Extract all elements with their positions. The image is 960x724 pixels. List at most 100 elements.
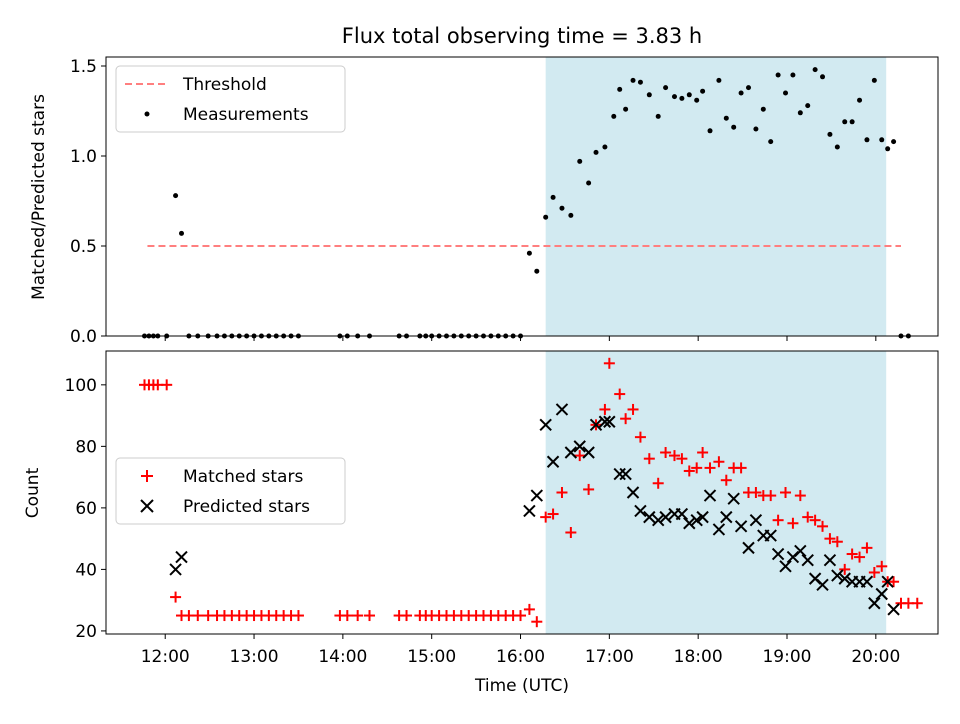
predicted-point <box>626 486 640 499</box>
matched-point <box>192 610 204 622</box>
measurement-point <box>173 193 179 199</box>
predicted-point <box>690 513 703 527</box>
measurement-point <box>790 72 796 78</box>
matched-point <box>556 487 568 498</box>
matched-point <box>697 447 709 459</box>
matched-point <box>547 508 559 520</box>
matched-point <box>846 548 858 560</box>
predicted-point <box>651 513 665 527</box>
predicted-point <box>764 529 777 542</box>
measurement-point <box>646 92 652 98</box>
measurement-point <box>534 268 540 274</box>
measurement-point <box>623 106 629 112</box>
matched-point <box>794 490 806 502</box>
matched-point <box>523 603 535 615</box>
predicted-point <box>564 446 578 459</box>
legend-predicted-swatch <box>140 499 154 513</box>
predicted-point <box>555 403 569 416</box>
bottom-panel: 20 40 60 80 100 12:00 13:00 14:00 15:00 16:00 17:… <box>23 350 939 696</box>
predicted-point <box>816 578 829 591</box>
predicted-point <box>720 510 733 524</box>
matched-point <box>170 591 182 603</box>
matched-point <box>634 431 646 443</box>
measurement-point <box>617 86 623 92</box>
top-y-tick-label: 1.5 <box>70 57 97 77</box>
bottom-y-tick-label: 80 <box>75 437 97 457</box>
top-y-axis-label: Matched/Predicted stars <box>29 94 49 300</box>
matched-point <box>401 610 413 622</box>
matched-point <box>515 610 527 622</box>
measurement-point <box>812 67 818 73</box>
matched-point <box>614 388 626 400</box>
predicted-point <box>771 547 785 561</box>
matched-point <box>531 616 543 628</box>
x-tick-label: 14:00 <box>318 647 367 667</box>
matched-point <box>817 520 829 532</box>
predicted-point <box>603 415 616 428</box>
predicted-point <box>530 489 544 502</box>
measurement-point <box>891 139 897 145</box>
legend-measurements-label: Measurements <box>183 105 309 125</box>
measurement-point <box>849 119 855 125</box>
x-tick-label: 13:00 <box>230 647 279 667</box>
predicted-point <box>539 418 552 432</box>
measurement-point <box>753 126 759 132</box>
predicted-point <box>727 492 740 505</box>
matched-point <box>691 462 703 474</box>
measurement-point <box>630 77 636 83</box>
bottom-y-tick-label: 100 <box>65 376 97 396</box>
measurement-point <box>543 214 549 220</box>
bottom-y-tick-label: 40 <box>75 560 97 580</box>
measurement-point <box>671 94 677 100</box>
predicted-point <box>831 569 844 582</box>
predicted-point <box>582 446 595 459</box>
measurement-point <box>716 77 722 83</box>
legend-measurements-swatch <box>144 111 150 117</box>
predicted-point <box>643 510 656 524</box>
matched-point <box>787 517 799 529</box>
measurement-point <box>805 103 811 109</box>
predicted-point <box>887 603 900 616</box>
predicted-point <box>675 507 689 521</box>
predicted-point <box>659 510 672 524</box>
bottom-y-axis-label: Count <box>23 467 43 518</box>
measurement-point <box>611 113 617 119</box>
predicted-point <box>742 541 755 555</box>
measurement-point <box>731 124 737 130</box>
matched-point <box>911 597 923 609</box>
predicted-point <box>683 517 696 530</box>
matched-point <box>802 511 814 523</box>
predicted-point <box>598 415 612 428</box>
matched-point <box>161 379 173 391</box>
matched-point <box>583 483 595 495</box>
measurement-point <box>559 205 565 211</box>
top-y-tick-label: 0.0 <box>70 327 97 347</box>
matched-point <box>683 465 695 477</box>
matched-point <box>565 526 577 538</box>
matched-point <box>603 357 615 369</box>
predicted-point <box>169 563 182 576</box>
predicted-point <box>546 455 560 468</box>
predicted-point <box>703 489 717 502</box>
predicted-point <box>801 553 814 567</box>
measurement-point <box>797 110 803 116</box>
bottom-y-tick-label: 20 <box>75 622 97 642</box>
matched-point <box>809 514 821 526</box>
matched-point <box>876 560 888 572</box>
measurement-point <box>686 92 692 98</box>
x-tick-label: 20:00 <box>851 647 900 667</box>
legend-predicted-label: Predicted stars <box>183 497 310 517</box>
measurement-point <box>783 90 789 96</box>
measurement-point <box>655 113 661 119</box>
measurement-point <box>593 149 599 155</box>
matched-point <box>364 610 376 622</box>
predicted-point <box>175 550 188 564</box>
bottom-shaded-region <box>545 351 887 634</box>
matched-point <box>854 551 866 563</box>
measurement-point <box>820 74 826 80</box>
measurement-point <box>827 131 833 137</box>
measurement-point <box>723 115 729 121</box>
matched-point <box>292 610 304 622</box>
bottom-legend: Matched stars Predicted stars <box>115 457 346 525</box>
x-tick-label: 12:00 <box>141 647 190 667</box>
